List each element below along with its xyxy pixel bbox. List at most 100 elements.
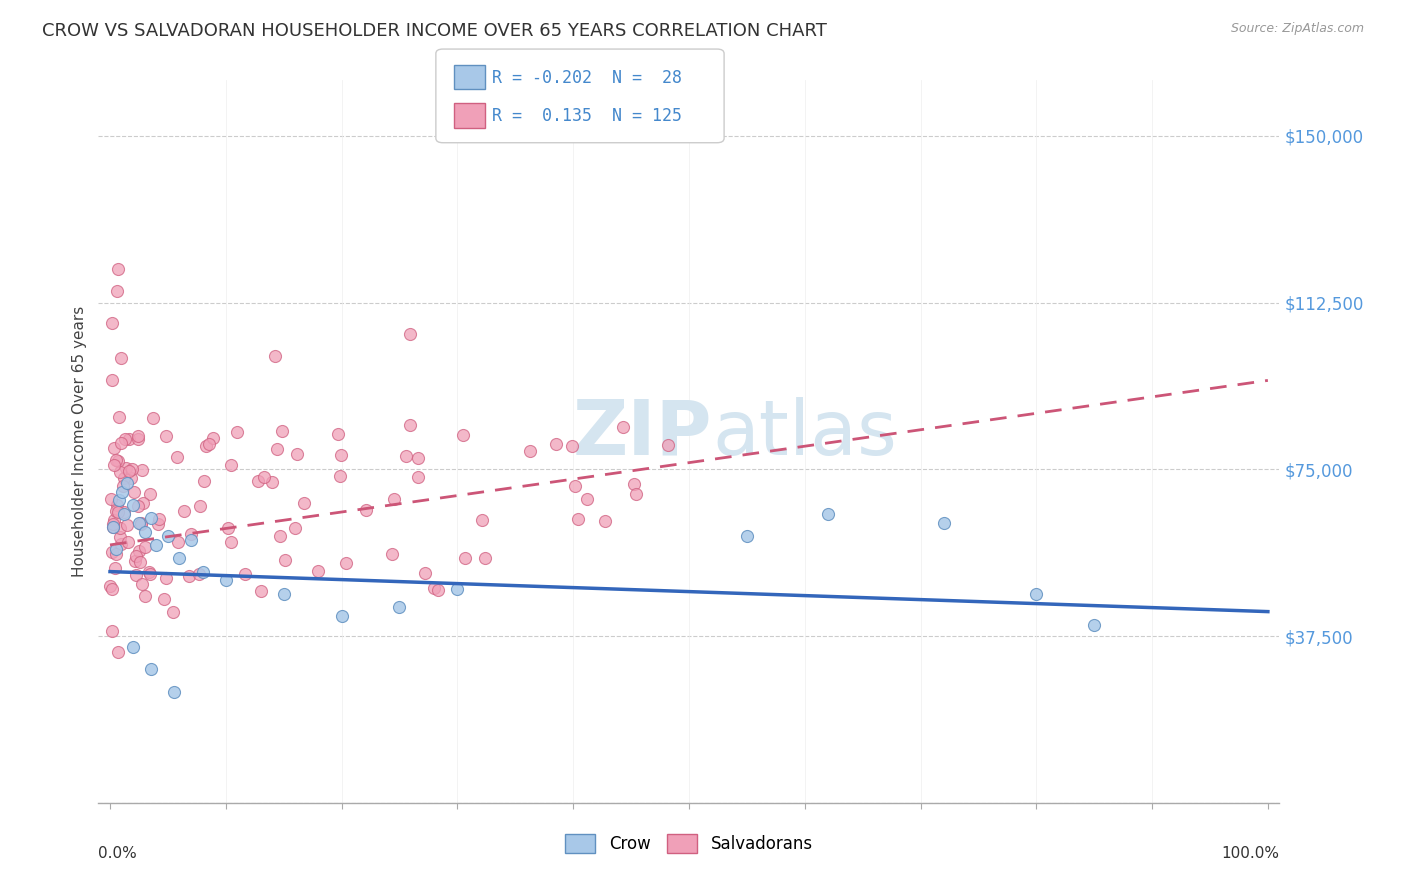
Point bbox=[266, 442, 288, 457]
Point bbox=[817, 507, 839, 521]
Text: 0.0%: 0.0% bbox=[98, 847, 138, 861]
Point bbox=[122, 640, 145, 655]
Point bbox=[110, 537, 132, 551]
Point bbox=[219, 535, 242, 549]
Point bbox=[139, 511, 162, 525]
Point bbox=[129, 517, 152, 532]
Point bbox=[260, 475, 283, 489]
Point bbox=[107, 262, 129, 277]
Point bbox=[127, 499, 149, 513]
Point bbox=[263, 350, 285, 364]
Point bbox=[107, 645, 129, 659]
Point bbox=[107, 505, 129, 519]
Point bbox=[1083, 618, 1105, 632]
Point bbox=[101, 624, 124, 639]
Text: R =  0.135  N = 125: R = 0.135 N = 125 bbox=[492, 107, 682, 125]
Point bbox=[103, 458, 125, 473]
Point bbox=[546, 437, 568, 451]
Point bbox=[326, 427, 349, 442]
Text: 100.0%: 100.0% bbox=[1222, 847, 1279, 861]
Point bbox=[103, 514, 125, 528]
Point bbox=[108, 520, 131, 534]
Point bbox=[155, 571, 177, 585]
Point bbox=[108, 465, 131, 479]
Point bbox=[128, 544, 150, 558]
Point bbox=[471, 513, 494, 527]
Y-axis label: Householder Income Over 65 years: Householder Income Over 65 years bbox=[72, 306, 87, 577]
Point bbox=[163, 684, 186, 698]
Legend: Crow, Salvadorans: Crow, Salvadorans bbox=[558, 827, 820, 860]
Point bbox=[112, 507, 135, 521]
Text: Source: ZipAtlas.com: Source: ZipAtlas.com bbox=[1230, 22, 1364, 36]
Point bbox=[104, 453, 127, 467]
Point bbox=[576, 491, 599, 506]
Point bbox=[335, 556, 357, 570]
Point bbox=[246, 474, 269, 488]
Point bbox=[451, 428, 474, 442]
Point bbox=[103, 520, 125, 534]
Point bbox=[162, 605, 184, 619]
Point bbox=[201, 431, 224, 445]
Point bbox=[142, 410, 165, 425]
Point bbox=[381, 547, 404, 561]
Point bbox=[156, 529, 179, 543]
Point bbox=[145, 538, 167, 552]
Point bbox=[273, 553, 295, 567]
Point bbox=[129, 516, 152, 531]
Point bbox=[101, 316, 124, 330]
Point bbox=[269, 529, 291, 543]
Point bbox=[139, 662, 162, 676]
Point bbox=[103, 519, 125, 533]
Point bbox=[117, 475, 139, 490]
Point bbox=[107, 453, 129, 467]
Point bbox=[253, 470, 276, 484]
Point bbox=[105, 498, 128, 512]
Point bbox=[155, 429, 177, 443]
Point bbox=[612, 420, 634, 434]
Point bbox=[215, 574, 238, 588]
Point bbox=[194, 439, 217, 453]
Point bbox=[128, 516, 150, 530]
Point bbox=[134, 524, 156, 539]
Point bbox=[190, 499, 212, 513]
Point bbox=[125, 568, 148, 582]
Point bbox=[285, 447, 308, 461]
Point bbox=[180, 526, 202, 541]
Point bbox=[567, 512, 589, 526]
Point bbox=[188, 567, 211, 582]
Point bbox=[124, 554, 146, 568]
Point bbox=[131, 463, 153, 477]
Point bbox=[98, 579, 121, 593]
Point bbox=[121, 462, 143, 476]
Point bbox=[118, 433, 141, 447]
Text: R = -0.202  N =  28: R = -0.202 N = 28 bbox=[492, 69, 682, 87]
Point bbox=[104, 542, 127, 557]
Point bbox=[101, 516, 124, 531]
Text: ZIP: ZIP bbox=[572, 397, 711, 471]
Point bbox=[399, 326, 422, 341]
Point bbox=[564, 478, 586, 492]
Point bbox=[104, 561, 127, 575]
Point bbox=[112, 471, 135, 485]
Point bbox=[453, 550, 475, 565]
Point bbox=[329, 469, 352, 483]
Point bbox=[271, 425, 294, 439]
Point bbox=[519, 443, 541, 458]
Point bbox=[307, 564, 329, 578]
Point bbox=[413, 566, 436, 581]
Point bbox=[273, 587, 295, 601]
Point bbox=[100, 491, 122, 506]
Point bbox=[406, 450, 429, 465]
Point bbox=[180, 533, 202, 548]
Point bbox=[112, 479, 135, 493]
Point bbox=[249, 584, 271, 599]
Point bbox=[127, 432, 149, 446]
Point bbox=[169, 551, 191, 566]
Point bbox=[134, 540, 156, 554]
Point bbox=[115, 518, 138, 533]
Point bbox=[107, 409, 129, 424]
Point bbox=[117, 534, 139, 549]
Point bbox=[193, 475, 215, 489]
Point bbox=[139, 487, 162, 501]
Point bbox=[292, 496, 315, 510]
